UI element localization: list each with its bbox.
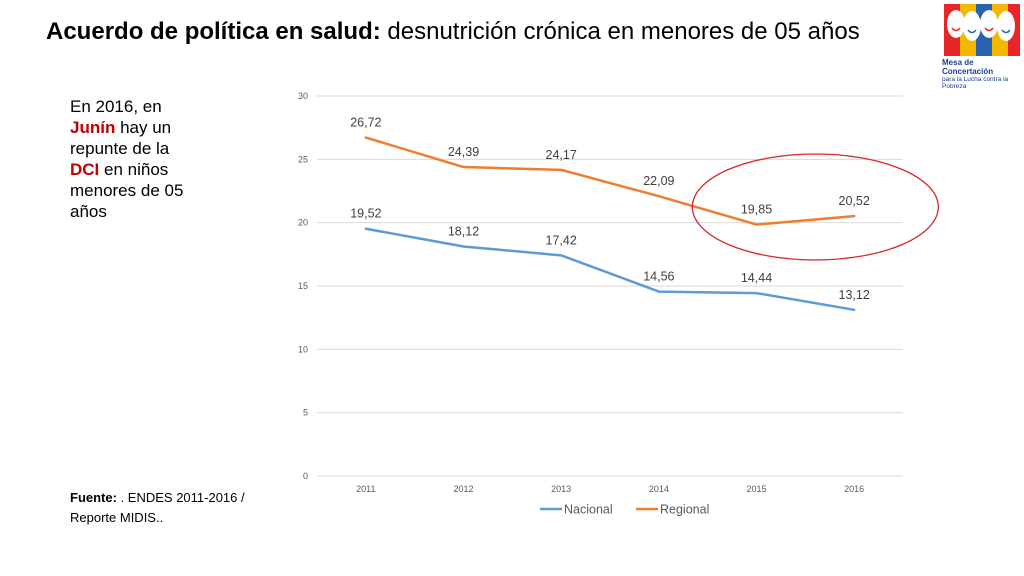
legend-item: Regional	[660, 503, 709, 517]
y-tick-label: 30	[298, 91, 308, 101]
data-label: 24,39	[448, 145, 479, 159]
x-tick-label: 2016	[844, 484, 864, 494]
data-label: 13,12	[839, 288, 870, 302]
data-label: 18,12	[448, 224, 479, 238]
logo-line1: Mesa de Concertación	[942, 58, 994, 76]
x-tick-label: 2012	[453, 484, 473, 494]
x-tick-label: 2011	[356, 484, 375, 494]
data-label: 17,42	[546, 233, 577, 247]
legend-item: Nacional	[564, 503, 613, 517]
y-tick-label: 15	[298, 281, 308, 291]
data-label: 26,72	[350, 116, 381, 130]
highlight-ellipse	[691, 153, 939, 261]
logo-line2: para la Lucha contra la Pobreza	[942, 76, 1009, 90]
title-bold: Acuerdo de política en salud:	[46, 18, 381, 45]
y-tick-label: 25	[298, 154, 308, 164]
logo-caption: Mesa de Concertación para la Lucha contr…	[942, 58, 1024, 90]
data-label: 24,17	[546, 148, 577, 162]
page-title: Acuerdo de política en salud: desnutrici…	[46, 18, 860, 46]
mesa-logo-icon	[944, 4, 1020, 56]
y-tick-label: 20	[298, 218, 308, 228]
callout-junin: Junín	[70, 118, 116, 137]
y-tick-label: 0	[303, 471, 308, 481]
data-label: 20,52	[839, 194, 870, 208]
callout-text: En 2016, en Junín hay un repunte de la D…	[70, 96, 195, 222]
data-label: 22,09	[643, 174, 674, 188]
source-label: Fuente:	[70, 490, 117, 505]
y-tick-label: 5	[303, 408, 308, 418]
title-rest: desnutrición crónica en menores de 05 añ…	[380, 18, 860, 45]
data-label: 14,56	[643, 270, 674, 284]
source-note: Fuente: . ENDES 2011-2016 / Reporte MIDI…	[70, 488, 260, 528]
x-tick-label: 2014	[649, 484, 669, 494]
data-label: 19,85	[741, 203, 772, 217]
callout-part1: En 2016, en	[70, 97, 162, 116]
series-line-regional	[364, 136, 856, 226]
data-label: 19,52	[350, 207, 381, 221]
callout-dci: DCI	[70, 160, 100, 179]
series-line-nacional	[364, 227, 856, 312]
callout-part2: hay un repunte de la	[70, 118, 172, 158]
data-label: 14,44	[741, 271, 772, 285]
source-text: . ENDES 2011-2016 / Reporte MIDIS..	[70, 490, 245, 525]
callout-part3: en niños menores de 05 años	[70, 160, 184, 221]
x-tick-label: 2015	[746, 484, 766, 494]
y-tick-label: 10	[298, 344, 308, 354]
x-tick-label: 2013	[551, 484, 571, 494]
